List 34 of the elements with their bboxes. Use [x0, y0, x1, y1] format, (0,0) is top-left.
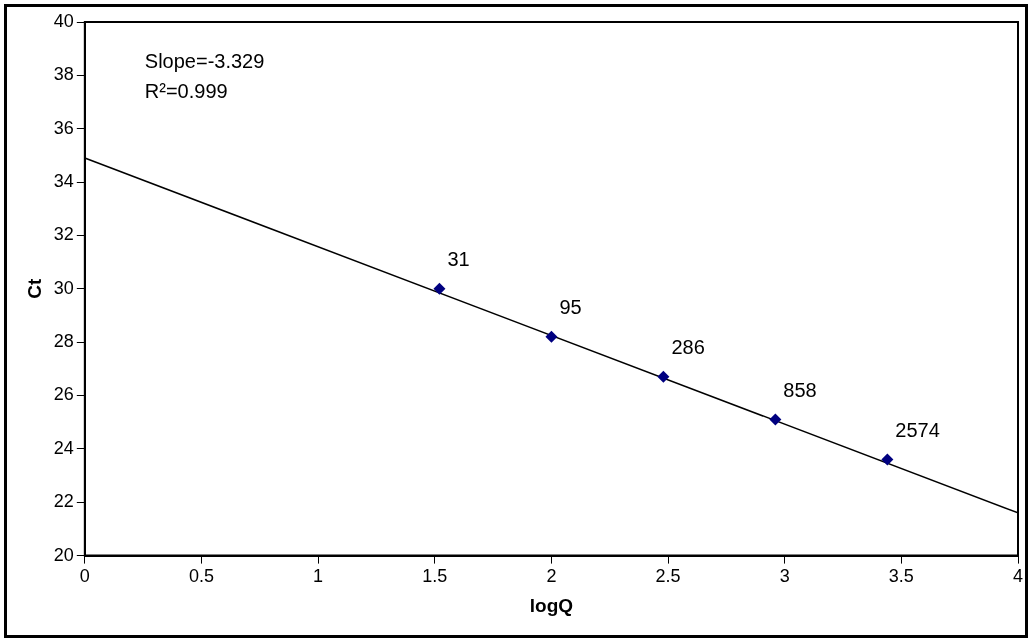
- point: [769, 413, 782, 426]
- annotation: Slope=-3.329: [144, 49, 265, 72]
- y-tick-label: 28: [53, 331, 74, 352]
- x-tick-label: 2: [546, 566, 557, 587]
- y-tick-label: 34: [53, 171, 74, 192]
- y-axis-title: Ct: [23, 278, 45, 299]
- y-tick-label: 30: [53, 277, 74, 298]
- point: [433, 282, 446, 295]
- point: [657, 370, 670, 383]
- annotation: 31: [447, 248, 470, 271]
- y-tick-label: 32: [53, 224, 74, 245]
- annotation: 858: [783, 379, 817, 402]
- x-tick-label: 2.5: [655, 566, 681, 587]
- x-tick-label: 1: [313, 566, 324, 587]
- annotation: R²=0.999: [144, 79, 228, 102]
- x-axis-title: logQ: [529, 594, 574, 616]
- x-tick-label: 3.5: [888, 566, 914, 587]
- y-tick-label: 22: [53, 491, 74, 512]
- y-tick-label: 38: [53, 64, 74, 85]
- annotation: 286: [671, 336, 705, 359]
- annotation: 2574: [895, 419, 940, 442]
- point: [881, 453, 894, 466]
- x-tick-label: 3: [779, 566, 790, 587]
- y-tick-label: 24: [53, 437, 74, 458]
- x-tick-label: 0: [79, 566, 90, 587]
- annotation: 95: [559, 296, 582, 319]
- y-tick-label: 40: [53, 10, 74, 31]
- x-tick-label: 4: [1012, 566, 1024, 587]
- point: [545, 330, 558, 343]
- x-tick-label: 1.5: [422, 566, 448, 587]
- y-tick-label: 20: [53, 544, 74, 565]
- y-tick-label: 36: [53, 117, 74, 138]
- x-tick-label: 0.5: [188, 566, 214, 587]
- y-tick-label: 26: [53, 384, 74, 405]
